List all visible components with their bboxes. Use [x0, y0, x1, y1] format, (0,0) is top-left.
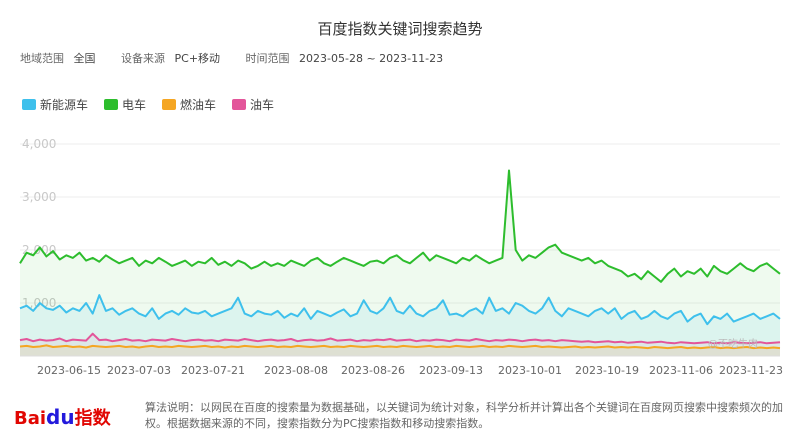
chart-legend: 新能源车 电车 燃油车 油车	[22, 96, 274, 113]
region-value[interactable]: 全国	[73, 52, 96, 65]
legend-label: 油车	[250, 98, 275, 112]
legend-item-oil[interactable]: 油车	[232, 96, 274, 113]
series-line	[19, 344, 781, 350]
legend-swatch	[162, 99, 177, 110]
legend-item-new-energy[interactable]: 新能源车	[22, 96, 88, 113]
region-label: 地域范围	[20, 52, 64, 65]
x-tick-label: 2023-10-19	[575, 364, 639, 377]
page-title: 百度指数关键词搜索趋势	[317, 20, 483, 38]
series-line	[19, 332, 781, 345]
series-line	[19, 169, 781, 283]
trend-chart: 1,0002,0003,0004,0002023-06-152023-07-03…	[19, 137, 783, 377]
watermark: @不吃牛肉	[708, 339, 758, 350]
logo-bai-text: Bai	[14, 408, 47, 429]
baidu-index-logo: Baidu指数	[14, 404, 111, 430]
logo-index-text: 指数	[74, 408, 111, 429]
x-tick-label: 2023-08-26	[341, 364, 405, 377]
source-label: 设备来源	[121, 52, 165, 65]
series-line	[19, 294, 781, 326]
legend-item-electric[interactable]: 电车	[104, 96, 146, 113]
legend-item-fuel[interactable]: 燃油车	[162, 96, 216, 113]
legend-swatch	[104, 99, 119, 110]
source-value[interactable]: PC+移动	[174, 52, 221, 65]
series-area	[20, 333, 780, 356]
x-tick-label: 2023-07-03	[107, 364, 171, 377]
footer: Baidu指数 算法说明：以网民在百度的搜索量为数据基础，以关键词为统计对象，科…	[0, 396, 800, 447]
algorithm-note: 算法说明：以网民在百度的搜索量为数据基础，以关键词为统计对象，科学分析并计算出各…	[145, 401, 783, 430]
legend-label: 电车	[122, 98, 147, 112]
time-label: 时间范围	[245, 52, 290, 65]
y-tick-label: 4,000	[22, 137, 56, 151]
legend-label: 燃油车	[180, 98, 217, 112]
x-tick-label: 2023-08-08	[264, 364, 328, 377]
x-tick-label: 2023-11-23	[719, 364, 783, 377]
logo-paw-text: du	[46, 405, 75, 429]
x-tick-label: 2023-09-13	[419, 364, 483, 377]
x-tick-label: 2023-07-21	[181, 364, 245, 377]
legend-label: 新能源车	[40, 98, 89, 112]
series-area	[20, 170, 780, 356]
time-value[interactable]: 2023-05-28 ~ 2023-11-23	[299, 52, 444, 65]
filter-bar: 地域范围 全国 设备来源 PC+移动 时间范围 2023-05-28 ~ 202…	[20, 50, 465, 66]
y-tick-label: 3,000	[22, 190, 56, 204]
x-tick-label: 2023-10-01	[498, 364, 562, 377]
legend-swatch	[232, 99, 247, 110]
x-tick-label: 2023-11-06	[649, 364, 713, 377]
x-tick-label: 2023-06-15	[37, 364, 101, 377]
legend-swatch	[22, 99, 36, 110]
